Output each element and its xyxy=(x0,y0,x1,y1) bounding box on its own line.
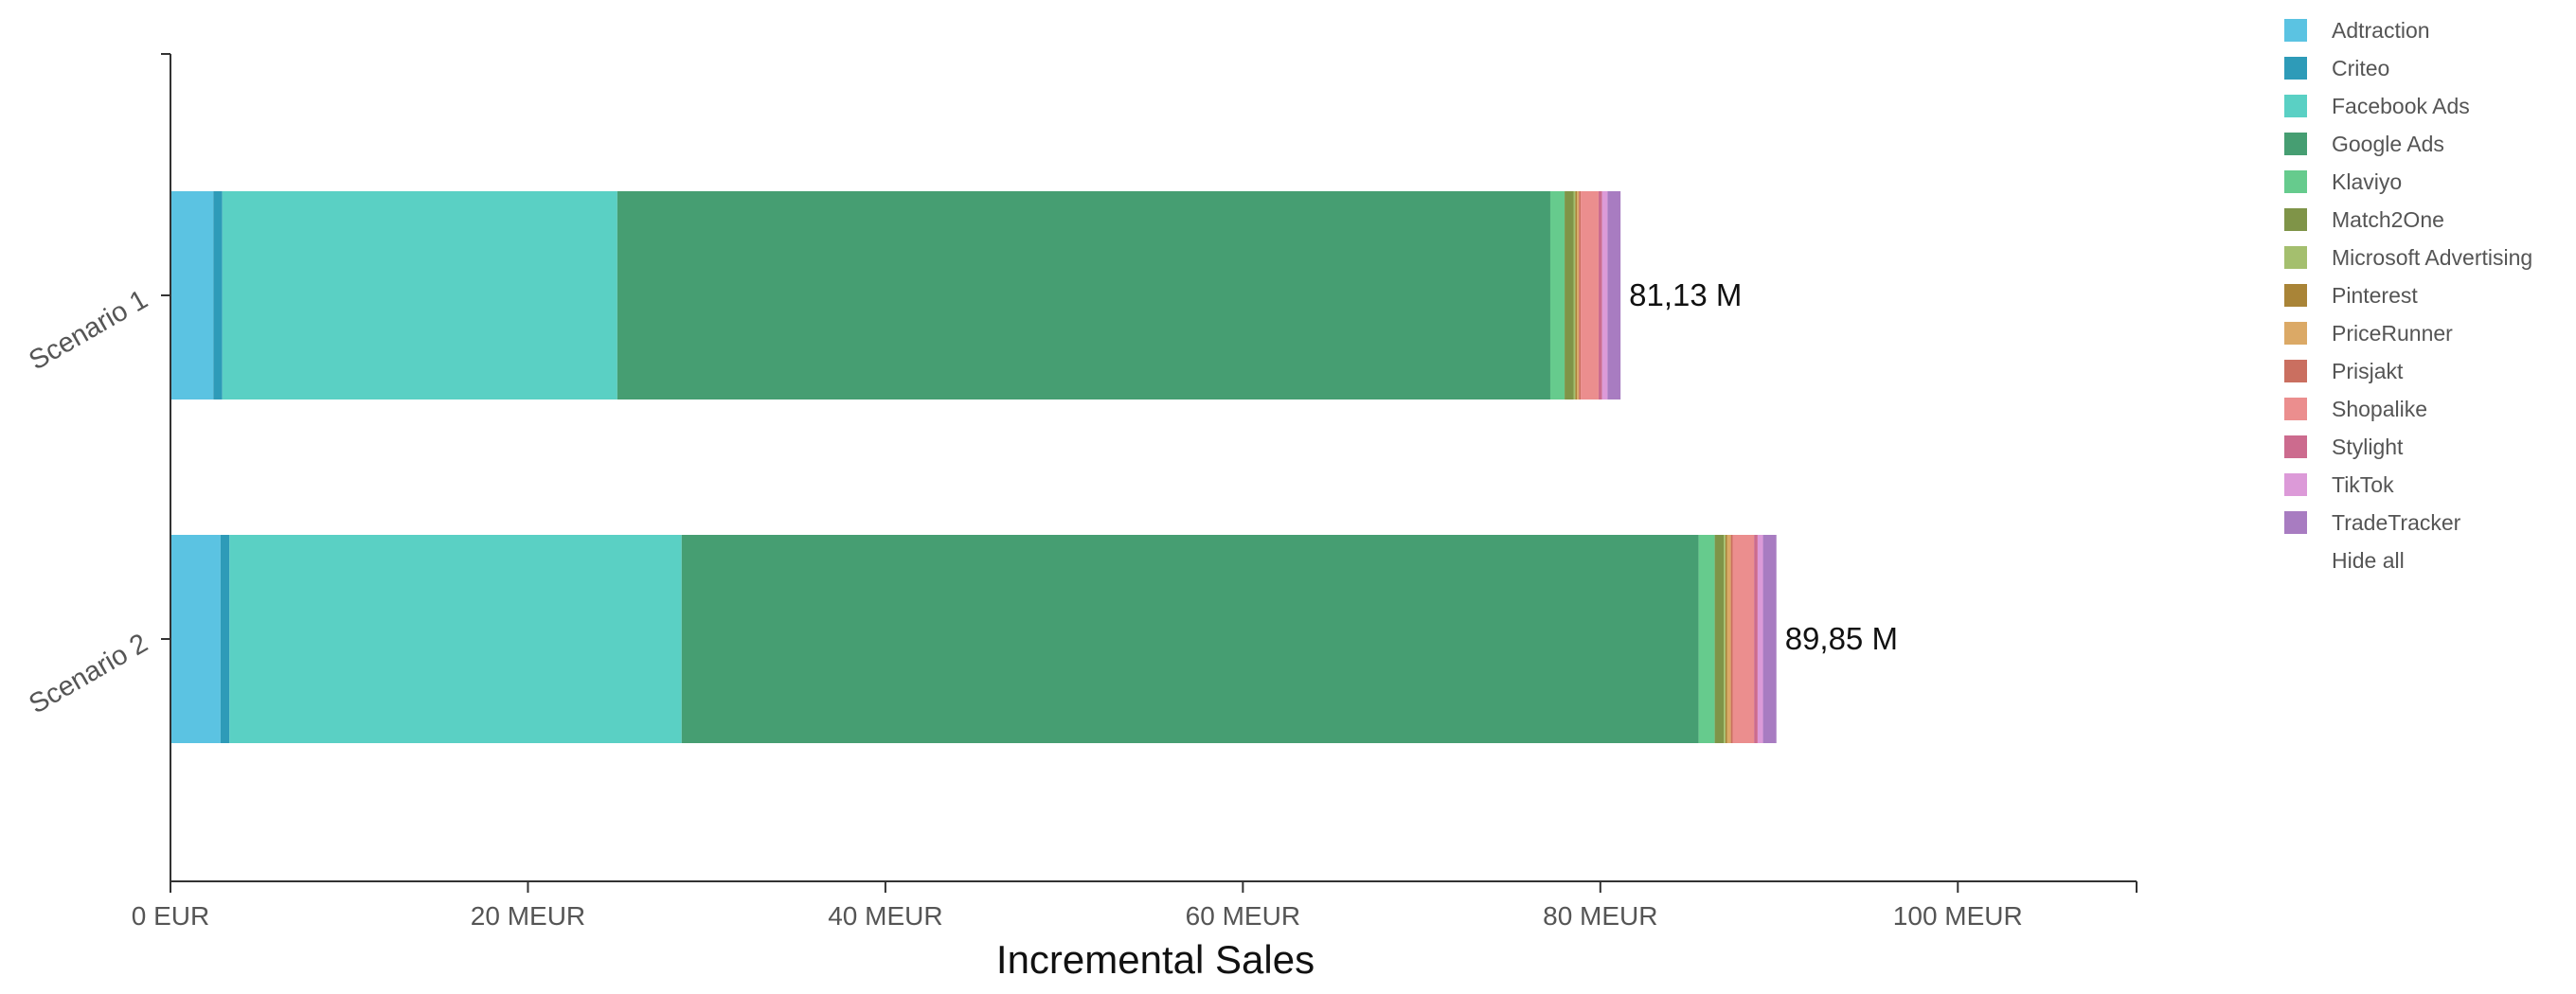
hide-all-button[interactable]: Hide all xyxy=(2284,541,2532,579)
bar-segment-match2one[interactable] xyxy=(1565,191,1574,399)
legend-swatch xyxy=(2284,57,2307,80)
legend: Adtraction Criteo Facebook Ads Google Ads Kl… xyxy=(2284,11,2532,579)
axes-layer xyxy=(161,53,2138,893)
legend-item-pinterest[interactable]: Pinterest xyxy=(2284,276,2532,314)
legend-label: Klaviyo xyxy=(2332,169,2403,194)
x-tick-label: 0 EUR xyxy=(132,901,209,931)
legend-swatch xyxy=(2284,322,2307,345)
total-label: 81,13 M xyxy=(1629,277,1742,312)
category-labels: Scenario 1 Scenario 2 xyxy=(24,284,170,719)
legend-swatch xyxy=(2284,19,2307,42)
bar-segment-stylight[interactable] xyxy=(1598,191,1602,399)
legend-item-microsoft-advertising[interactable]: Microsoft Advertising xyxy=(2284,239,2532,276)
bar-segment-adtraction[interactable] xyxy=(170,191,214,399)
legend-swatch xyxy=(2284,170,2307,193)
bar-segment-facebook-ads[interactable] xyxy=(229,535,682,743)
bar-segment-criteo[interactable] xyxy=(213,191,223,399)
bar-segment-tradetracker[interactable] xyxy=(1762,535,1777,743)
legend-item-criteo[interactable]: Criteo xyxy=(2284,49,2532,87)
legend-item-match2one[interactable]: Match2One xyxy=(2284,201,2532,239)
bar-segment-klaviyo[interactable] xyxy=(1698,535,1715,743)
x-tick-label: 20 MEUR xyxy=(471,901,585,931)
total-labels: 81,13 M 89,85 M xyxy=(1629,277,1898,656)
x-ticks: 0 EUR 20 MEUR 40 MEUR 60 MEUR 80 MEUR 100 MEU… xyxy=(132,881,2023,931)
bar-segment-shopalike[interactable] xyxy=(1581,191,1599,399)
bar-segment-prisjakt[interactable] xyxy=(1579,191,1582,399)
bar-segment-microsoft-advertising[interactable] xyxy=(1573,191,1576,399)
legend-label: Pinterest xyxy=(2332,282,2418,308)
legend-item-tiktok[interactable]: TikTok xyxy=(2284,466,2532,504)
bar-segment-tradetracker[interactable] xyxy=(1607,191,1621,399)
legend-label: PriceRunner xyxy=(2332,320,2453,346)
bar-segment-pricerunner[interactable] xyxy=(1726,535,1731,743)
legend-label: Criteo xyxy=(2332,55,2390,80)
total-label: 89,85 M xyxy=(1785,621,1898,656)
legend-label: Microsoft Advertising xyxy=(2332,244,2533,270)
legend-swatch xyxy=(2284,435,2307,458)
bars-layer xyxy=(170,191,1777,743)
legend-label: Stylight xyxy=(2332,434,2404,459)
bar-segment-tiktok[interactable] xyxy=(1757,535,1763,743)
bar-segment-prisjakt[interactable] xyxy=(1730,535,1733,743)
legend-label: Shopalike xyxy=(2332,396,2428,421)
legend-swatch xyxy=(2284,511,2307,534)
bar-segment-criteo[interactable] xyxy=(220,535,230,743)
bar-segment-facebook-ads[interactable] xyxy=(222,191,617,399)
x-tick-label: 60 MEUR xyxy=(1186,901,1300,931)
bar-segment-microsoft-advertising[interactable] xyxy=(1724,535,1726,743)
x-tick-label: 40 MEUR xyxy=(828,901,942,931)
category-label: Scenario 2 xyxy=(24,628,152,719)
legend-swatch xyxy=(2284,284,2307,307)
legend-swatch xyxy=(2284,360,2307,382)
legend-swatch xyxy=(2284,133,2307,155)
bar-segment-shopalike[interactable] xyxy=(1732,535,1755,743)
category-label: Scenario 1 xyxy=(24,284,152,376)
legend-swatch xyxy=(2284,398,2307,420)
legend-item-prisjakt[interactable]: Prisjakt xyxy=(2284,352,2532,390)
bar-segment-pinterest[interactable] xyxy=(1575,191,1578,399)
legend-label: TradeTracker xyxy=(2332,509,2461,535)
legend-item-adtraction[interactable]: Adtraction xyxy=(2284,11,2532,49)
bar-segment-match2one[interactable] xyxy=(1714,535,1725,743)
bar-segment-pricerunner[interactable] xyxy=(1577,191,1580,399)
legend-label: Prisjakt xyxy=(2332,358,2404,383)
legend-label: Facebook Ads xyxy=(2332,93,2470,118)
legend-item-google-ads[interactable]: Google Ads xyxy=(2284,125,2532,163)
legend-label: Google Ads xyxy=(2332,131,2444,156)
bar-segment-tiktok[interactable] xyxy=(1601,191,1608,399)
legend-label: Adtraction xyxy=(2332,17,2430,43)
legend-item-pricerunner[interactable]: PriceRunner xyxy=(2284,314,2532,352)
chart-canvas: 0 EUR 20 MEUR 40 MEUR 60 MEUR 80 MEUR 100 MEU… xyxy=(24,53,2138,982)
bar-segment-klaviyo[interactable] xyxy=(1549,191,1565,399)
legend-swatch xyxy=(2284,246,2307,269)
x-tick-label: 100 MEUR xyxy=(1893,901,2023,931)
legend-swatch xyxy=(2284,208,2307,231)
legend-item-shopalike[interactable]: Shopalike xyxy=(2284,390,2532,428)
x-axis-title: Incremental Sales xyxy=(996,937,1315,982)
legend-swatch xyxy=(2284,473,2307,496)
bar-segment-google-ads[interactable] xyxy=(681,535,1699,743)
legend-label: Match2One xyxy=(2332,206,2444,232)
legend-swatch xyxy=(2284,95,2307,117)
hide-all-label: Hide all xyxy=(2332,547,2405,573)
legend-item-stylight[interactable]: Stylight xyxy=(2284,428,2532,466)
bar-segment-stylight[interactable] xyxy=(1754,535,1758,743)
x-tick-label: 80 MEUR xyxy=(1543,901,1657,931)
legend-item-tradetracker[interactable]: TradeTracker xyxy=(2284,504,2532,541)
bar-segment-google-ads[interactable] xyxy=(617,191,1550,399)
bar-segment-pinterest[interactable] xyxy=(1725,535,1727,743)
legend-item-facebook-ads[interactable]: Facebook Ads xyxy=(2284,87,2532,125)
legend-item-klaviyo[interactable]: Klaviyo xyxy=(2284,163,2532,201)
legend-label: TikTok xyxy=(2332,471,2394,497)
bar-segment-adtraction[interactable] xyxy=(170,535,221,743)
